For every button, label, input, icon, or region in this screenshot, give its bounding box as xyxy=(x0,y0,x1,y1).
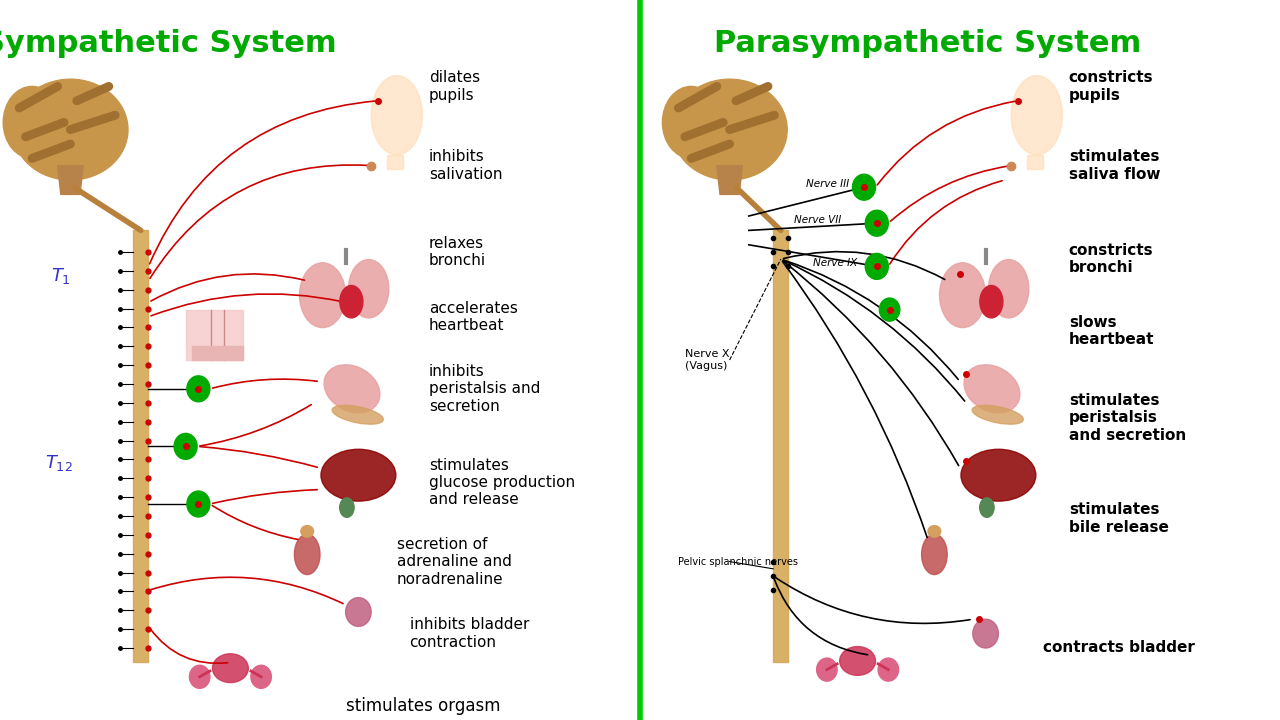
Circle shape xyxy=(878,658,899,681)
Ellipse shape xyxy=(928,526,941,537)
Text: stimulates orgasm: stimulates orgasm xyxy=(346,697,500,714)
Ellipse shape xyxy=(73,90,119,155)
Circle shape xyxy=(852,174,876,200)
Text: stimulates
saliva flow: stimulates saliva flow xyxy=(1069,149,1160,182)
Ellipse shape xyxy=(940,263,986,328)
Ellipse shape xyxy=(340,285,364,318)
Circle shape xyxy=(187,376,210,402)
Polygon shape xyxy=(717,166,742,194)
Ellipse shape xyxy=(13,79,128,180)
Circle shape xyxy=(174,433,197,459)
Text: constricts
pupils: constricts pupils xyxy=(1069,70,1153,102)
Text: contracts bladder: contracts bladder xyxy=(1043,641,1196,655)
Text: Parasympathetic System: Parasympathetic System xyxy=(714,29,1142,58)
Text: Nerve III: Nerve III xyxy=(806,179,850,189)
Text: Pelvic splanchnic nerves: Pelvic splanchnic nerves xyxy=(678,557,799,567)
Ellipse shape xyxy=(346,598,371,626)
Text: Sympathetic System: Sympathetic System xyxy=(0,29,337,58)
FancyBboxPatch shape xyxy=(186,310,243,360)
Text: accelerates
heartbeat: accelerates heartbeat xyxy=(429,301,517,333)
Text: constricts
bronchi: constricts bronchi xyxy=(1069,243,1153,275)
Ellipse shape xyxy=(4,86,61,158)
Ellipse shape xyxy=(973,405,1023,424)
Ellipse shape xyxy=(212,654,248,683)
Text: secretion of
adrenaline and
noradrenaline: secretion of adrenaline and noradrenalin… xyxy=(397,536,512,587)
Polygon shape xyxy=(1028,155,1043,169)
Ellipse shape xyxy=(840,647,876,675)
Text: Nerve VII: Nerve VII xyxy=(794,215,841,225)
Text: $T_{12}$: $T_{12}$ xyxy=(45,453,73,473)
Ellipse shape xyxy=(973,619,998,648)
Circle shape xyxy=(189,665,210,688)
Text: Nerve IX: Nerve IX xyxy=(813,258,858,268)
Text: slows
heartbeat: slows heartbeat xyxy=(1069,315,1155,347)
Ellipse shape xyxy=(733,90,778,155)
Ellipse shape xyxy=(348,259,389,318)
Circle shape xyxy=(251,665,271,688)
Polygon shape xyxy=(387,155,403,169)
Ellipse shape xyxy=(301,526,314,537)
Circle shape xyxy=(817,658,837,681)
Text: inhibits
peristalsis and
secretion: inhibits peristalsis and secretion xyxy=(429,364,540,414)
Text: Nerve X
(Vagus): Nerve X (Vagus) xyxy=(685,349,730,371)
Ellipse shape xyxy=(979,498,995,517)
Ellipse shape xyxy=(922,534,947,575)
Ellipse shape xyxy=(663,86,719,158)
Ellipse shape xyxy=(324,365,380,413)
Ellipse shape xyxy=(321,449,396,501)
Ellipse shape xyxy=(300,263,346,328)
Ellipse shape xyxy=(964,365,1020,413)
Text: $T_1$: $T_1$ xyxy=(51,266,72,286)
Ellipse shape xyxy=(980,285,1004,318)
Circle shape xyxy=(865,253,888,279)
Ellipse shape xyxy=(333,405,383,424)
Text: inhibits
salivation: inhibits salivation xyxy=(429,149,502,182)
Text: relaxes
bronchi: relaxes bronchi xyxy=(429,236,486,268)
Ellipse shape xyxy=(1011,76,1062,155)
Circle shape xyxy=(879,298,900,321)
Ellipse shape xyxy=(339,498,355,517)
Text: stimulates
peristalsis
and secretion: stimulates peristalsis and secretion xyxy=(1069,392,1187,443)
Polygon shape xyxy=(58,166,83,194)
Text: inhibits bladder
contraction: inhibits bladder contraction xyxy=(410,618,529,649)
Text: dilates
pupils: dilates pupils xyxy=(429,70,480,102)
Ellipse shape xyxy=(371,76,422,155)
Ellipse shape xyxy=(988,259,1029,318)
Ellipse shape xyxy=(961,449,1036,501)
Circle shape xyxy=(865,210,888,236)
Ellipse shape xyxy=(672,79,787,180)
Text: stimulates
glucose production
and release: stimulates glucose production and releas… xyxy=(429,457,575,508)
Text: stimulates
bile release: stimulates bile release xyxy=(1069,503,1169,534)
Circle shape xyxy=(187,491,210,517)
Ellipse shape xyxy=(294,534,320,575)
